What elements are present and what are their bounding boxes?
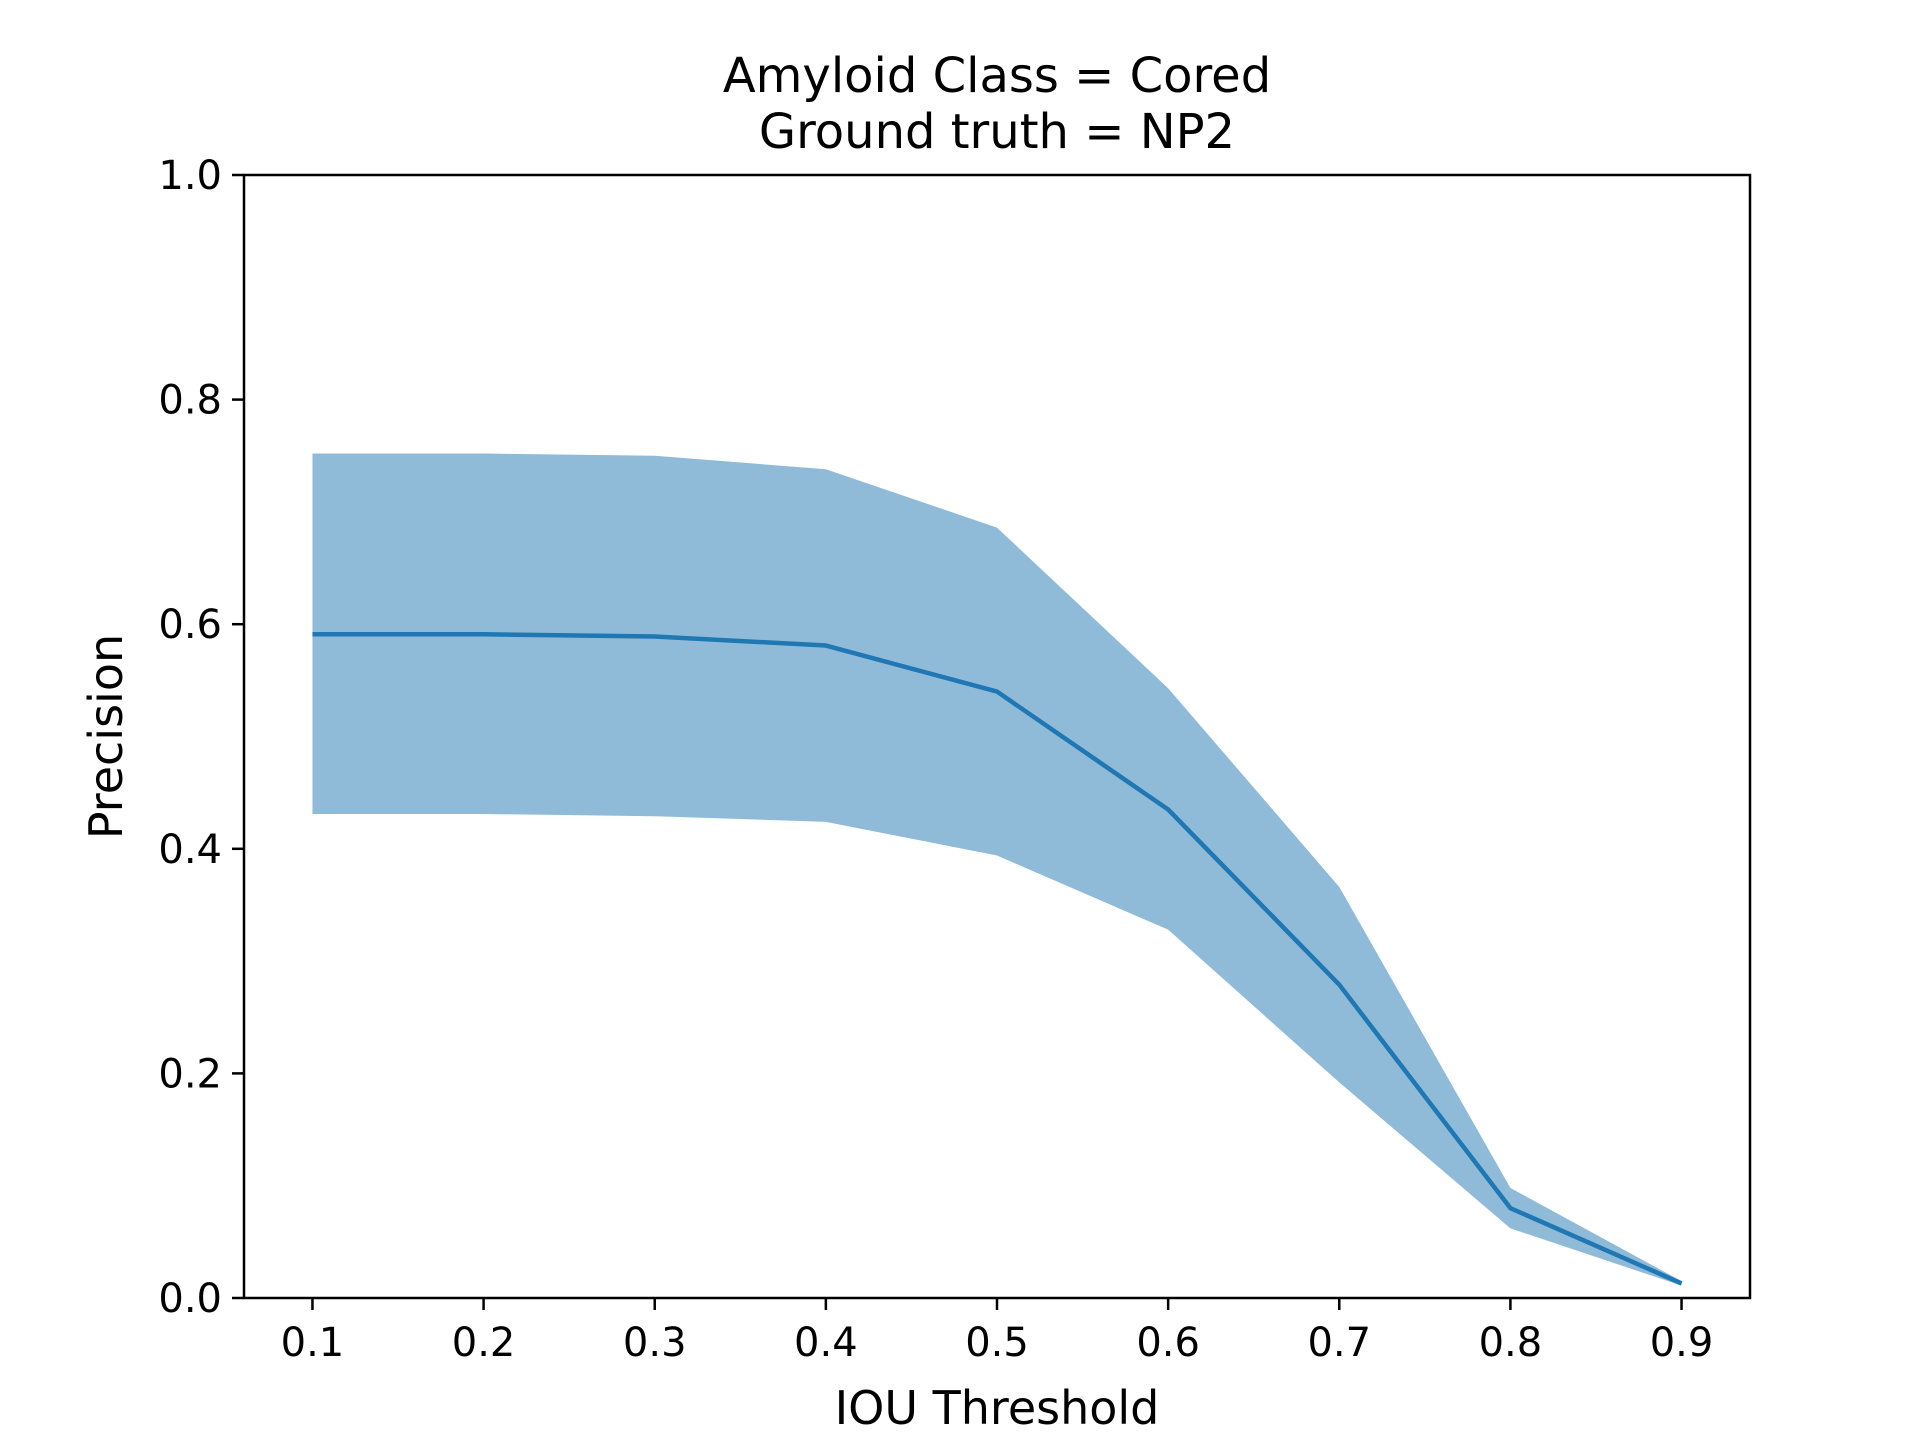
std-band: [312, 453, 1682, 1286]
x-tick-label: 0.8: [1479, 1320, 1543, 1366]
x-axis-label: IOU Threshold: [835, 1381, 1160, 1435]
x-tick-label: 0.5: [965, 1320, 1029, 1366]
y-tick-label: 1.0: [158, 153, 222, 199]
x-tick-label: 0.7: [1307, 1320, 1371, 1366]
x-tick-label: 0.3: [623, 1320, 687, 1366]
y-tick-label: 0.6: [158, 602, 222, 648]
x-tick-label: 0.1: [281, 1320, 345, 1366]
x-tick-label: 0.4: [794, 1320, 858, 1366]
x-tick-label: 0.6: [1136, 1320, 1200, 1366]
x-tick-label: 0.2: [452, 1320, 516, 1366]
x-tick-label: 0.9: [1650, 1320, 1714, 1366]
y-axis: 0.0 0.2 0.4 0.6 0.8 1.0: [158, 153, 244, 1322]
chart-title-line: Ground truth = NP2: [759, 104, 1235, 160]
y-tick-label: 0.2: [158, 1051, 222, 1097]
y-tick-label: 0.0: [158, 1276, 222, 1322]
series-line: [312, 632, 1683, 1286]
chart-title-line: Amyloid Class = Cored: [723, 48, 1271, 104]
x-axis: 0.1 0.2 0.3 0.4 0.5 0.6 0.7 0.8 0.9: [281, 1298, 1714, 1366]
y-tick-label: 0.4: [158, 827, 222, 873]
y-axis-label: Precision: [79, 634, 133, 839]
y-tick-label: 0.8: [158, 378, 222, 424]
